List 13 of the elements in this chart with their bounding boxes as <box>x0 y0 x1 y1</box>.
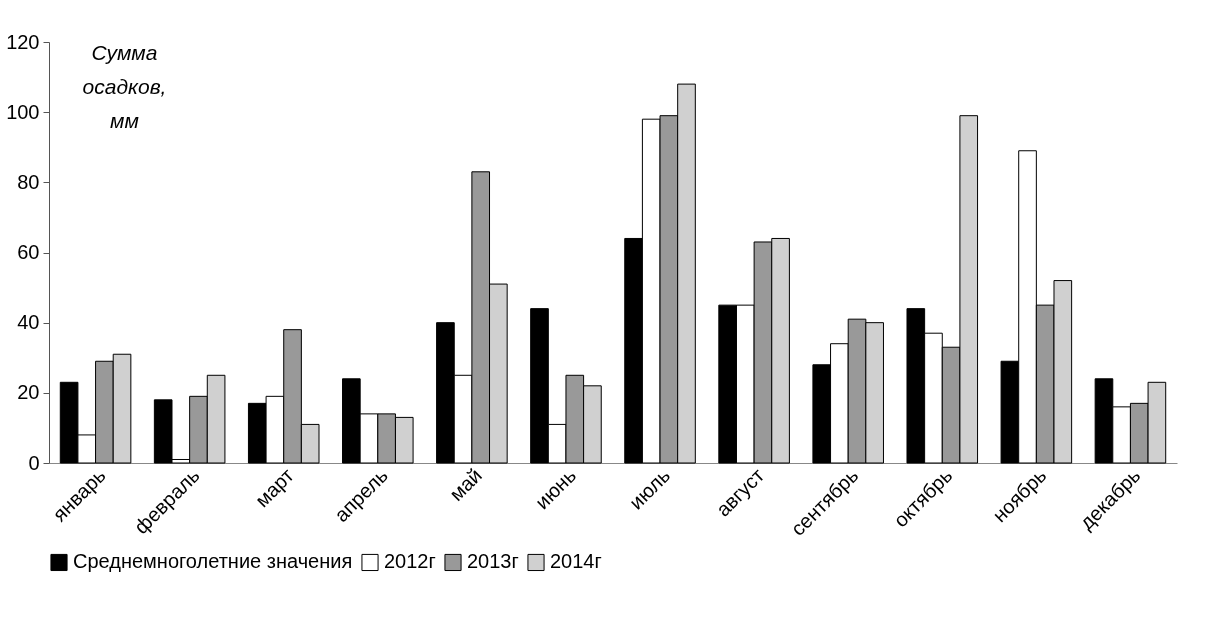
y-tick-label: 60 <box>17 241 40 263</box>
y-axis-title: Сумма осадков, мм <box>82 40 167 132</box>
y-tick-label: 80 <box>17 170 40 193</box>
legend-label: Среднемноголетние значения <box>73 550 353 573</box>
legend-label: 2012г <box>384 550 436 573</box>
y-tick-label: 120 <box>6 30 40 53</box>
y-tick-label: 20 <box>17 381 40 404</box>
y-tick-label: 40 <box>17 311 40 334</box>
x-tick-label: май <box>444 464 487 506</box>
legend-label: 2013г <box>467 550 519 573</box>
y-tick-label: 100 <box>6 100 40 123</box>
legend-label: 2014г <box>550 550 602 573</box>
y-tick-label: 0 <box>28 451 40 474</box>
